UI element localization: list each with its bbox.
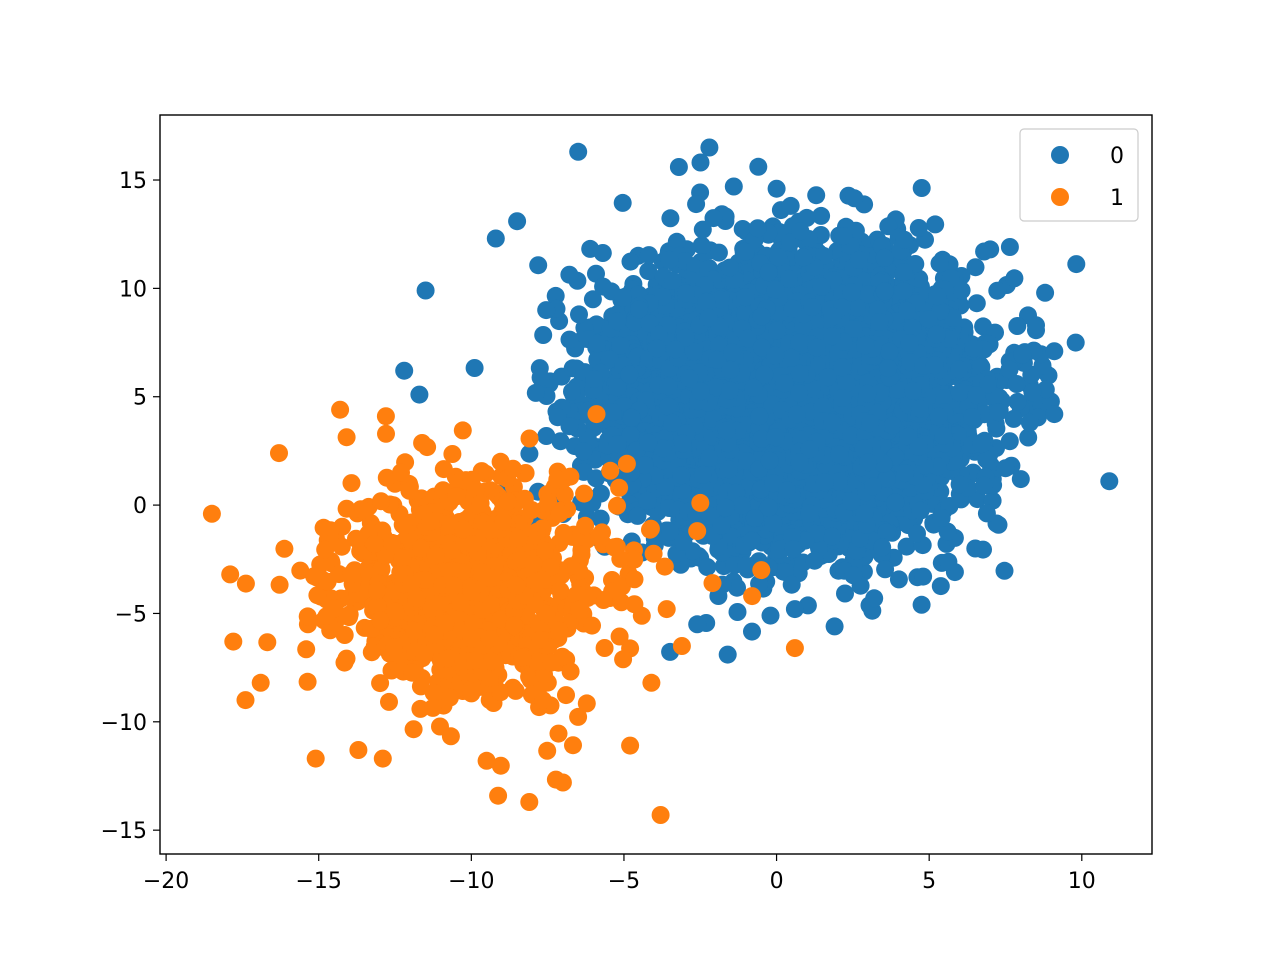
scatter-point [1067, 255, 1086, 274]
scatter-point [692, 236, 711, 255]
scatter-point [529, 256, 548, 275]
scatter-point [1008, 392, 1027, 411]
scatter-point [812, 206, 831, 225]
scatter-point [926, 215, 945, 234]
scatter-point [551, 432, 570, 451]
scatter-point [465, 359, 484, 377]
scatter-point [591, 509, 610, 528]
scatter-point [709, 243, 728, 262]
scatter-point [546, 286, 565, 305]
scatter-point [639, 262, 658, 281]
scatter-point [693, 220, 712, 239]
scatter-point [639, 246, 658, 265]
scatter-point [743, 622, 761, 641]
scatter-point [520, 444, 539, 463]
scatter-point [912, 179, 931, 197]
scatter-point [836, 584, 854, 603]
scatter-point [583, 290, 602, 309]
scatter-point [912, 595, 931, 614]
points-layer [202, 138, 1119, 824]
series-0 [395, 138, 1119, 664]
scatter-point [889, 570, 908, 589]
scatter-point [1000, 432, 1019, 451]
scatter-point [1008, 317, 1027, 335]
scatter-point [939, 552, 958, 571]
scatter-point [531, 368, 550, 387]
scatter-point [897, 537, 916, 556]
